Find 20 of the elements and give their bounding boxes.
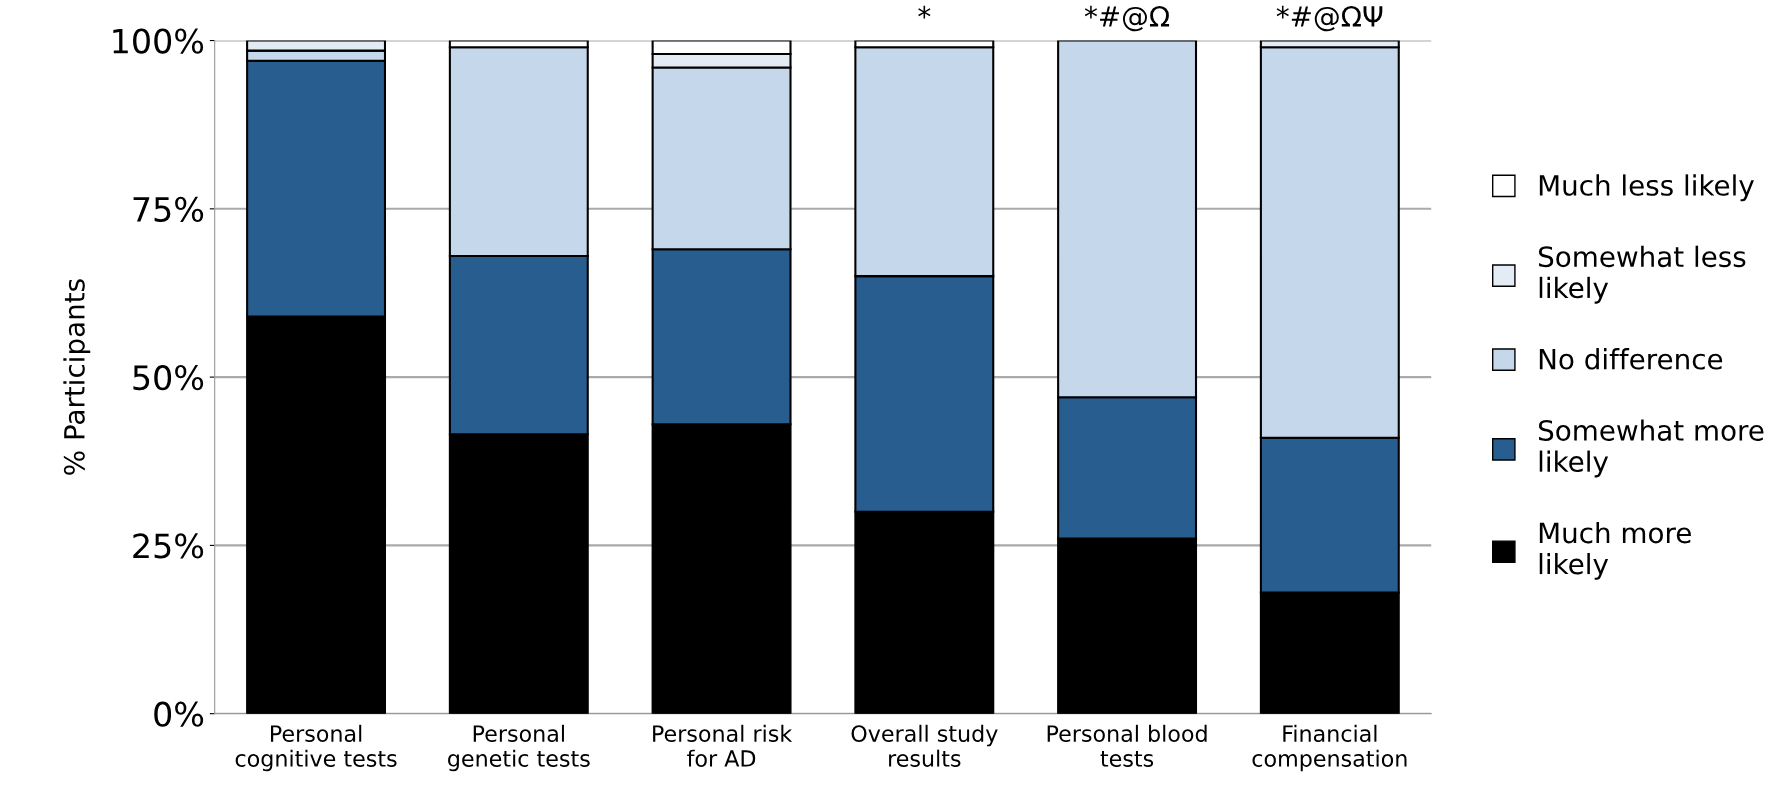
x-tick-label: Financial compensation	[1252, 724, 1407, 772]
annotation: *	[918, 5, 931, 19]
legend-label: Much more likely	[1539, 521, 1691, 580]
annotation: *#@ΩΨ	[1276, 5, 1383, 32]
x-tick-label: Personal risk for AD	[653, 724, 793, 767]
y-tick-label: 75%	[133, 196, 204, 222]
x-tick-label: Personal genetic tests	[448, 724, 590, 772]
legend-label: Much less likely	[1539, 174, 1754, 202]
y-tick-label: 100%	[113, 28, 204, 54]
legend-label: Somewhat more likely	[1538, 419, 1764, 478]
legend-label: No difference	[1539, 348, 1723, 370]
y-axis-title: % Participants	[63, 279, 91, 475]
y-tick-label: 25%	[133, 533, 204, 559]
y-tick-label: 0%	[154, 701, 204, 727]
annotation: *#@Ω	[1084, 5, 1170, 32]
legend-label: Somewhat less likely	[1538, 245, 1746, 304]
x-tick-label: Overall study results	[851, 724, 998, 767]
x-tick-label: Personal blood tests	[1047, 724, 1207, 767]
y-tick-label: 50%	[133, 365, 204, 391]
x-tick-label: Personal cognitive tests	[235, 724, 397, 772]
